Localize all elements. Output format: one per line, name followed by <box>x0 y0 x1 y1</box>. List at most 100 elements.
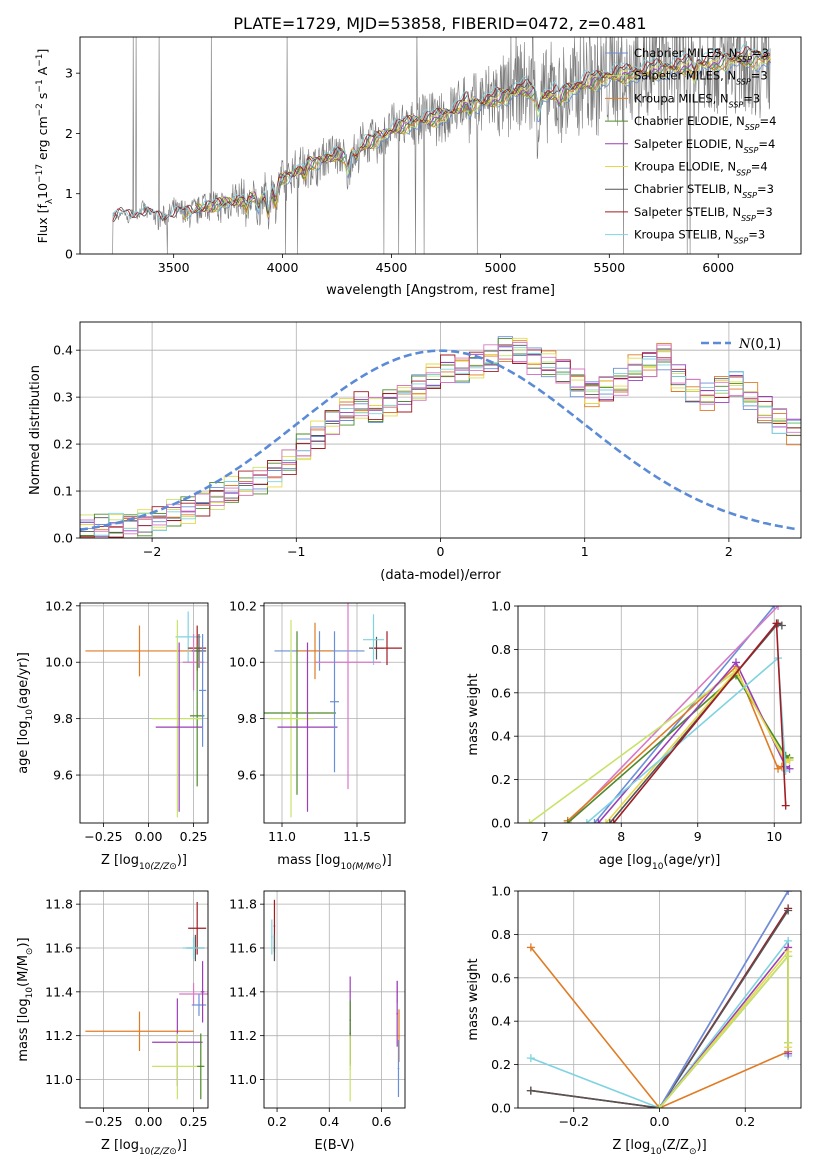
errorbar-point <box>182 937 205 959</box>
x-tick-label: 8 <box>617 829 625 844</box>
spectrum-model-chabrier-stelib <box>112 48 771 223</box>
x-tick-label: −0.25 <box>84 829 122 844</box>
x-tick-label: 0.0 <box>650 1114 670 1129</box>
plot-area-spectrum <box>108 37 771 254</box>
y-tick-label: 11.0 <box>229 1072 257 1087</box>
mass-weight-series <box>567 606 779 823</box>
x-tick-label: −1 <box>287 544 305 559</box>
errorbar-point <box>197 1033 205 1100</box>
x-tick-label: 0.25 <box>180 829 208 844</box>
x-tick-label: 3500 <box>158 260 190 275</box>
chart-spectrum: 3500 4000 4500 5000 5500 6000 0 1 2 3 wavelength [… <box>35 36 802 298</box>
mass-weight-series <box>605 669 790 823</box>
legend-entry: N(0,1) <box>738 337 781 352</box>
chart-mass_vs_EBV: 0.2 0.4 0.6 11.0 11.2 11.4 11.6 11.8 E(B-V) <box>229 890 406 1153</box>
legend-entry: Chabrier ELODIE, NSSP=4 <box>634 114 776 132</box>
y-tick-label: 0.0 <box>491 816 511 831</box>
mw_vs_age-xlabel: age [log10(age/yr)] <box>599 853 721 872</box>
y-tick-label: 10.0 <box>229 655 257 670</box>
y-tick-label: 0.8 <box>491 927 511 942</box>
x-tick-label: 5500 <box>593 260 625 275</box>
plus-marker <box>526 1054 535 1063</box>
spectrum-model-salpeter-elodie <box>195 53 771 220</box>
mw_vs_age-ylabel: mass weight <box>466 673 481 755</box>
age_vs_Z-ylabel: age [log10(age/yr)] <box>16 652 35 774</box>
y-tick-label: 10.0 <box>45 655 73 670</box>
plus-marker <box>609 819 618 823</box>
x-tick-label: 10 <box>766 829 782 844</box>
plus-marker <box>605 819 614 823</box>
plot-area-residuals <box>80 336 801 538</box>
x-tick-label: 0.00 <box>135 829 163 844</box>
errorbar-point <box>396 980 398 1047</box>
errorbar-point <box>191 994 207 1016</box>
plus-marker <box>784 906 793 915</box>
y-tick-label: 1 <box>65 186 73 201</box>
spectrum-model-chabrier-miles <box>182 60 771 219</box>
errorbar-point <box>182 634 205 691</box>
plus-marker <box>525 819 534 823</box>
errorbar-point <box>264 631 336 795</box>
y-tick-label: 0 <box>65 247 73 262</box>
errorbar-point <box>363 614 384 666</box>
y-tick-label: 0.6 <box>491 970 511 985</box>
errorbar-point <box>372 631 402 666</box>
plus-marker <box>784 1038 793 1047</box>
mw_vs_Z-ylabel: mass weight <box>466 958 481 1040</box>
x-tick-label: 4000 <box>267 260 299 275</box>
x-tick-label: 2 <box>725 544 733 559</box>
mass-weight-series <box>530 946 789 1108</box>
y-tick-label: 9.6 <box>53 768 73 783</box>
y-tick-label: 11.8 <box>229 897 257 912</box>
histogram-pink <box>80 341 801 538</box>
errorbar-point <box>271 919 273 955</box>
y-tick-label: 0.4 <box>491 1014 511 1029</box>
plot-area-mw_vs_Z <box>526 891 793 1108</box>
figure-title: PLATE=1729, MJD=53858, FIBERID=0472, z=0… <box>233 14 646 33</box>
legend-entry: Chabrier STELIB, NSSP=3 <box>634 182 774 200</box>
legend-entry: Salpeter ELODIE, NSSP=4 <box>634 137 775 155</box>
chart-residuals: −2 −1 0 1 2 0.0 0.1 0.2 0.3 0.4 (data-model)/error… <box>28 321 802 583</box>
plus-marker <box>781 766 790 775</box>
spectrum-ylabel: Flux [fλ10−17 erg cm−2 s−1 A−1] <box>35 49 55 244</box>
plus-marker <box>785 756 794 765</box>
axes-frame <box>79 890 209 1109</box>
errorbar-point <box>188 901 207 955</box>
plus-marker <box>731 658 740 667</box>
plus-marker <box>563 819 572 823</box>
age_vs_Z-xlabel: Z [log10(Z/Z⊙)] <box>101 853 187 872</box>
y-tick-label: 2 <box>65 126 73 141</box>
errorbar-point <box>85 1011 194 1052</box>
y-tick-label: 10.2 <box>229 598 257 613</box>
plus-marker <box>784 952 793 961</box>
y-tick-label: 0.2 <box>491 1057 511 1072</box>
y-tick-label: 9.8 <box>237 711 257 726</box>
x-tick-label: 0.25 <box>180 1114 208 1129</box>
errorbar-point <box>330 631 339 773</box>
y-tick-label: 3 <box>65 66 73 81</box>
y-tick-label: 0.2 <box>491 772 511 787</box>
errorbar-point <box>152 619 203 818</box>
axes-frame <box>517 605 802 824</box>
plus-marker <box>772 619 781 628</box>
x-tick-label: 9 <box>694 829 702 844</box>
x-tick-label: −0.25 <box>84 1114 122 1129</box>
y-tick-label: 9.8 <box>53 711 73 726</box>
errorbar-point <box>297 622 333 680</box>
errorbar-point <box>155 642 203 812</box>
legend-entry: Salpeter MILES, NSSP=3 <box>634 69 768 87</box>
y-tick-label: 0.1 <box>53 484 73 499</box>
mw_vs_Z-xlabel: Z [log10(Z/Z⊙)] <box>612 1138 706 1157</box>
x-tick-label: 0.00 <box>135 1114 163 1129</box>
y-tick-label: 1.0 <box>491 884 511 899</box>
plus-marker <box>784 891 793 895</box>
y-tick-label: 0.4 <box>491 729 511 744</box>
y-tick-label: 1.0 <box>491 599 511 614</box>
y-tick-label: 11.6 <box>229 940 257 955</box>
x-tick-label: 0 <box>437 544 445 559</box>
plus-marker <box>526 1086 535 1095</box>
errorbar-point <box>349 1035 351 1102</box>
x-tick-label: 6000 <box>702 260 734 275</box>
residuals-legend: N(0,1) <box>701 337 781 352</box>
spectrum-xlabel: wavelength [Angstrom, rest frame] <box>326 283 555 298</box>
